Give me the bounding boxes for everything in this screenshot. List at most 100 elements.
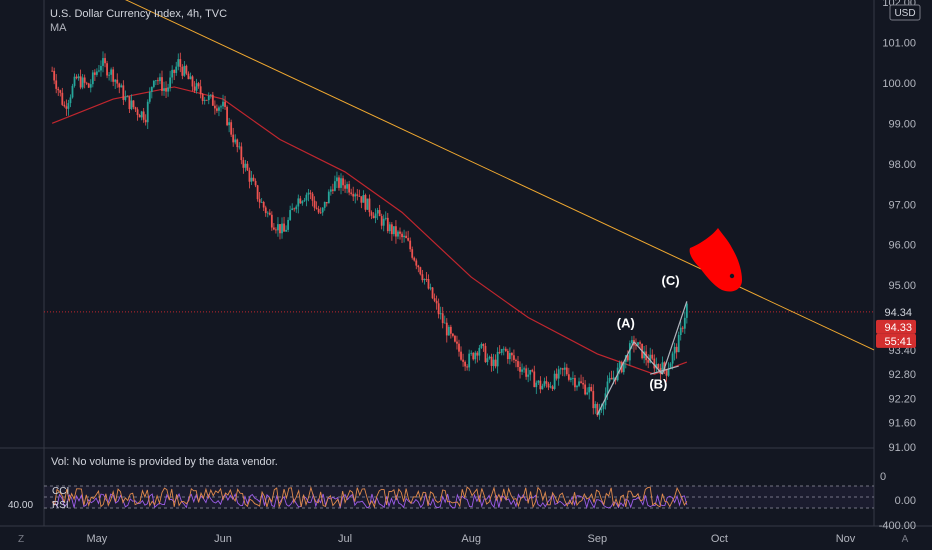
candle (681, 325, 684, 333)
candle (77, 73, 80, 81)
candle (128, 96, 131, 113)
osc-tick: 0.00 (895, 495, 916, 507)
candle (112, 66, 115, 87)
candle (163, 81, 165, 96)
candle (445, 318, 448, 343)
candle (199, 79, 202, 99)
candle (431, 286, 434, 300)
candle (87, 82, 90, 89)
candle (197, 81, 200, 89)
candle (309, 190, 312, 200)
candle (494, 354, 497, 369)
candle (57, 86, 60, 96)
currency-button[interactable] (889, 4, 921, 21)
osc-band (44, 486, 874, 508)
candle (83, 74, 86, 89)
candle (317, 205, 320, 215)
candle (144, 114, 147, 126)
candle (354, 192, 357, 204)
time-tick: Jul (338, 533, 352, 545)
cci-label[interactable]: CCI (52, 486, 70, 497)
candle (79, 69, 82, 90)
candle (476, 351, 479, 363)
candle (468, 349, 471, 372)
candle (517, 355, 519, 371)
candle (449, 324, 452, 339)
candle (559, 367, 562, 375)
candle (291, 203, 294, 211)
candle (661, 356, 664, 375)
price-tick: 100.00 (882, 78, 916, 90)
candle (574, 375, 576, 392)
candle (435, 295, 438, 310)
candle (283, 216, 285, 232)
svg-text:94.33: 94.33 (884, 322, 912, 334)
svg-text:55:41: 55:41 (884, 336, 912, 348)
candle (167, 83, 169, 97)
candle (409, 237, 412, 252)
candle (478, 344, 481, 361)
candle (224, 95, 226, 110)
candle (268, 209, 271, 216)
candle (165, 81, 167, 99)
oscillator-axis[interactable]: 0 0.00 -400.00 (879, 471, 916, 532)
candle (565, 363, 568, 376)
candle (679, 321, 682, 341)
candle (602, 403, 605, 416)
candle (533, 365, 536, 388)
candle (85, 81, 88, 86)
candle (189, 72, 192, 80)
timezone-icon[interactable]: Z (17, 534, 25, 545)
candle (61, 87, 64, 107)
candle (114, 79, 117, 90)
price-marker: 94.34 (876, 304, 916, 319)
candle (238, 142, 241, 150)
candle (539, 376, 542, 394)
candle (327, 189, 330, 204)
price-axis[interactable]: 101.00 100.00 99.00 98.00 97.00 96.00 95.00 93.… (882, 0, 921, 454)
candle (411, 246, 414, 260)
candle (260, 198, 263, 203)
rsi-label[interactable]: RSI (52, 500, 69, 511)
candle (218, 105, 220, 117)
candle (395, 220, 397, 244)
candle (299, 195, 302, 204)
candles (51, 51, 688, 420)
indicator-label[interactable]: MA (50, 22, 67, 34)
candle (305, 192, 308, 207)
candle (246, 160, 249, 171)
candle (344, 179, 346, 193)
candle (567, 367, 570, 382)
candle (639, 340, 641, 350)
candle (256, 184, 259, 202)
candle (232, 127, 235, 147)
candle (73, 73, 76, 88)
candle (150, 86, 153, 99)
time-axis[interactable]: May Jun Jul Aug Sep Oct Nov (87, 533, 856, 545)
candle (342, 175, 344, 192)
candle (535, 380, 538, 395)
candle (152, 80, 155, 89)
wave-line (633, 341, 663, 375)
candle (403, 229, 405, 243)
candle (470, 350, 473, 356)
candle (110, 67, 113, 82)
candle (254, 178, 257, 188)
candle (388, 221, 391, 234)
candle (378, 204, 381, 217)
auto-scale-icon[interactable]: A (901, 534, 909, 545)
oscillator-left-value: 40.00 (8, 500, 34, 511)
candle (578, 377, 580, 388)
price-tick: 101.00 (882, 37, 916, 49)
candle (456, 335, 458, 350)
candle (458, 339, 460, 357)
candle (372, 212, 375, 219)
chart-title[interactable]: U.S. Dollar Currency Index, 4h, TVC (50, 8, 228, 20)
candle (348, 180, 351, 196)
candle (588, 383, 591, 400)
price-tick: 91.00 (888, 442, 916, 454)
candle (413, 256, 416, 262)
candle (376, 207, 379, 220)
candle (67, 99, 70, 116)
